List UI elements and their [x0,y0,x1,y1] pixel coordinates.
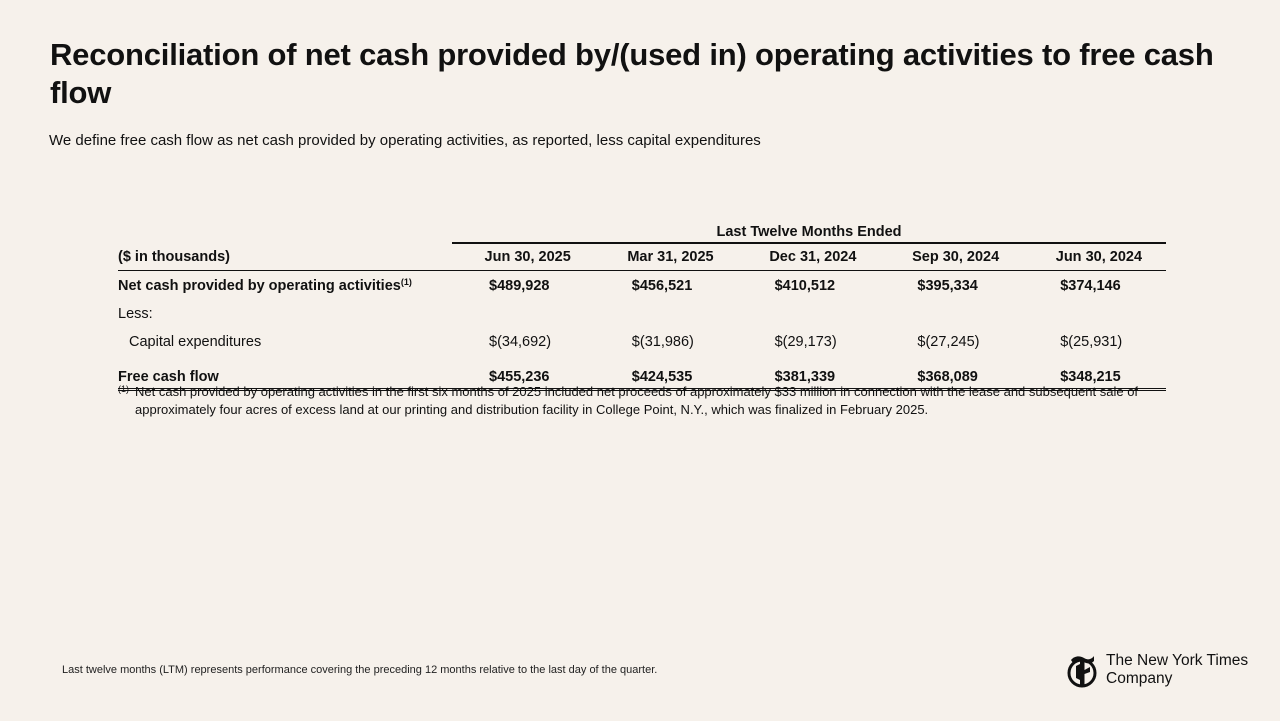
company-logo: The New York Times Company [1066,652,1248,690]
table-row-operating-cash: Net cash provided by operating activitie… [118,271,1166,300]
table-row-less: Less: [118,299,1166,329]
table-cell: $381,339 [737,355,881,391]
table-cell: $456,521 [631,278,693,294]
table-row-capex: Capital expenditures $(34,692) $(31,986)… [118,329,1166,355]
period-header-row: Last Twelve Months Ended [118,218,1167,244]
row-label: Capital expenditures [129,334,262,350]
row-label: Free cash flow [118,355,452,391]
table-row-free-cash-flow: Free cash flow $455,236 $424,535 $381,33… [118,355,1167,391]
table-cell: $395,334 [917,278,978,294]
column-header: Jun 30, 2025 [452,243,595,271]
page-title: Reconciliation of net cash provided by/(… [50,37,1214,110]
row-label-text: Net cash provided by operating activitie… [118,278,401,294]
reconciliation-table: Last Twelve Months Ended ($ in thousands… [118,218,1167,391]
table-cell: $368,089 [880,355,1024,391]
footnote-marker: (1) [118,384,129,394]
ltm-definition-note: Last twelve months (LTM) represents perf… [62,664,658,676]
table-cell: $348,215 [1023,355,1167,391]
empty-cell [1023,299,1166,329]
table-cell: $(25,931) [1060,334,1123,350]
footnote-ref: (1) [400,277,412,287]
table-cell: $424,535 [594,355,738,391]
free-cash-flow-table: Last Twelve Months Ended ($ in thousands… [118,218,1167,391]
column-header: Sep 30, 2024 [880,243,1024,271]
company-name-line1: The New York Times [1106,652,1249,669]
units-label: ($ in thousands) [118,243,452,271]
row-label: Net cash provided by operating activitie… [118,271,452,300]
column-header: Mar 31, 2025 [594,243,738,271]
company-name-line2: Company [1106,670,1173,687]
row-label: Less: [118,306,153,322]
period-header: Last Twelve Months Ended [452,218,1167,244]
table-cell: $(29,173) [774,334,837,350]
footnote: (1) Net cash provided by operating activ… [118,383,1148,419]
table-cell: $410,512 [774,278,836,294]
empty-cell [880,299,1023,329]
empty-cell [595,299,738,329]
empty-cell [452,299,595,329]
empty-cell [738,299,881,329]
page-subtitle: We define free cash flow as net cash pro… [49,132,761,149]
nyt-t-logo-icon [1067,656,1097,688]
table-cell: $(34,692) [489,334,552,350]
company-name: The New York Times Company [1106,652,1248,688]
table-cell: $455,236 [452,355,595,391]
table-cell: $489,928 [489,278,550,294]
column-header: Jun 30, 2024 [1023,243,1167,271]
table-cell: $(27,245) [917,334,980,350]
column-header: Dec 31, 2024 [737,243,881,271]
empty-cell [118,218,452,243]
column-header-row: ($ in thousands) Jun 30, 2025 Mar 31, 20… [118,243,1167,271]
table-cell: $374,146 [1060,278,1121,294]
table-cell: $(31,986) [631,334,694,350]
footnote-text: Net cash provided by operating activitie… [135,384,1139,417]
